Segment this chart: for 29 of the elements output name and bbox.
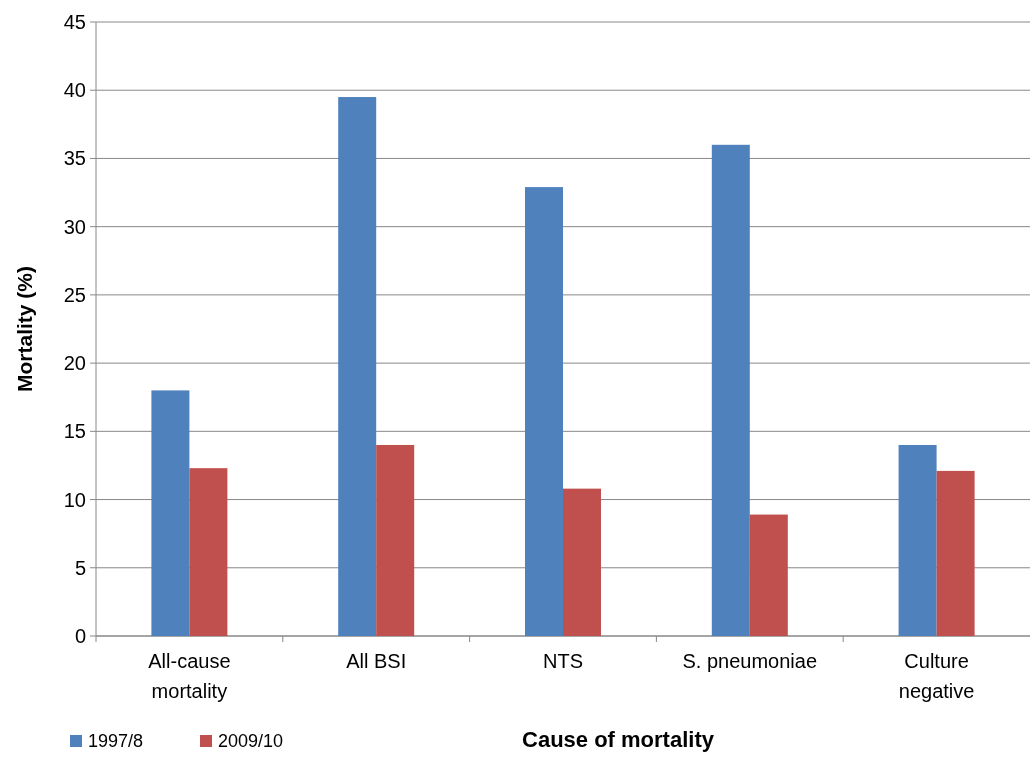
bar bbox=[898, 444, 937, 636]
y-tick-label: 25 bbox=[63, 283, 86, 306]
x-tick-label: NTS bbox=[543, 650, 583, 672]
y-tick-label: 0 bbox=[74, 625, 86, 647]
bar bbox=[189, 468, 228, 636]
legend-label: 2009/10 bbox=[218, 731, 284, 751]
y-tick-label: 40 bbox=[63, 79, 86, 102]
bar bbox=[936, 470, 975, 636]
y-tick-label: 10 bbox=[63, 488, 86, 511]
bar bbox=[151, 390, 190, 636]
x-tick-label: Culture negative bbox=[898, 650, 975, 702]
x-tick-label: All-cause mortality bbox=[148, 650, 231, 702]
bar bbox=[711, 144, 750, 636]
y-tick-label: 45 bbox=[63, 11, 86, 33]
y-tick-label: 20 bbox=[63, 352, 86, 375]
bar bbox=[563, 488, 601, 636]
y-tick-label: 5 bbox=[74, 556, 86, 579]
legend-label: 1997/8 bbox=[88, 731, 144, 751]
y-tick-label: 35 bbox=[63, 147, 86, 170]
y-axis-title: Mortality (%) bbox=[13, 266, 36, 392]
x-tick-label: S. pneumoniae bbox=[682, 650, 818, 672]
x-axis-title: Cause of mortality bbox=[522, 727, 715, 752]
y-tick-label: 15 bbox=[63, 420, 86, 443]
bar bbox=[338, 97, 377, 636]
x-tick-label: All BSI bbox=[346, 650, 407, 672]
bar bbox=[525, 187, 563, 636]
bar bbox=[376, 444, 415, 636]
y-tick-label: 30 bbox=[63, 215, 86, 238]
bar bbox=[749, 514, 788, 636]
